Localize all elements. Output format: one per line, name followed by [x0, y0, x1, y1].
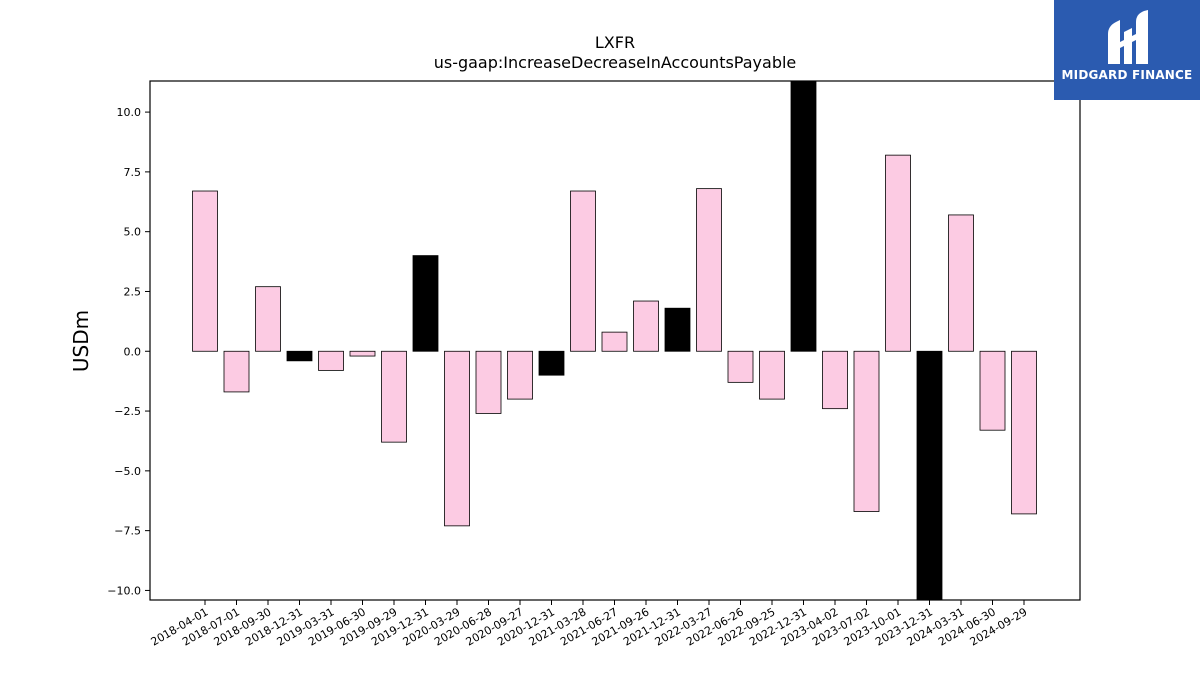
bar-2020-09-27: [507, 350, 533, 400]
bar-2021-03-28: [570, 190, 596, 352]
bar-2018-12-31: [286, 350, 313, 362]
plot-frame: [149, 80, 1081, 601]
y-tick-label: 7.5: [124, 166, 142, 179]
y-axis: −10.0 −7.5 −5.0 −2.5 0.0 2.5 5.0 7.5 10.0: [107, 106, 150, 597]
y-tick-label: 2.5: [124, 285, 142, 298]
bar-2020-06-28: [475, 350, 502, 414]
bar-2020-12-31: [538, 350, 565, 376]
bars-group: [192, 80, 1037, 601]
logo-mark-icon: [1108, 10, 1148, 64]
bar-2019-06-30: [349, 350, 376, 357]
bar-2019-09-29: [381, 350, 407, 443]
y-tick-label: 5.0: [124, 226, 142, 239]
chart-title: LXFR: [595, 33, 635, 52]
bar-2023-10-01: [885, 154, 911, 352]
bar-2021-06-27: [601, 331, 628, 352]
bar-2018-09-30: [255, 286, 281, 352]
brand-name: MIDGARD FINANCE: [1061, 68, 1193, 82]
bar-2023-12-31: [916, 350, 943, 601]
y-tick-label: −7.5: [114, 525, 141, 538]
y-tick-label: 0.0: [124, 345, 142, 358]
bar-2022-06-26: [727, 350, 754, 383]
bar-2019-12-31: [412, 255, 439, 352]
bar-2023-07-02: [853, 350, 880, 512]
brand-logo: MIDGARD FINANCE: [1054, 0, 1200, 100]
y-tick-label: 10.0: [117, 106, 142, 119]
y-axis-label: USDm: [69, 310, 93, 372]
bar-2024-06-30: [979, 350, 1006, 431]
bar-2021-09-26: [633, 300, 659, 352]
x-axis: 2018-04-012018-07-012018-09-302018-12-31…: [149, 600, 1030, 649]
bar-2022-03-27: [696, 188, 722, 352]
y-tick-label: −5.0: [114, 465, 141, 478]
bar-2020-03-29: [444, 350, 470, 527]
bar-2022-12-31: [790, 80, 817, 352]
bar-2018-07-01: [223, 350, 250, 393]
bar-2024-09-29: [1011, 350, 1037, 515]
bar-2022-09-25: [759, 350, 785, 400]
bar-2024-03-31: [948, 214, 974, 352]
bar-2018-04-01: [192, 190, 218, 352]
bar-2021-12-31: [664, 307, 691, 352]
y-tick-label: −2.5: [114, 405, 141, 418]
y-tick-label: −10.0: [107, 584, 141, 597]
bar-2019-03-31: [318, 350, 344, 371]
chart-subtitle: us-gaap:IncreaseDecreaseInAccountsPayabl…: [434, 53, 797, 72]
bar-2023-04-02: [822, 350, 848, 410]
